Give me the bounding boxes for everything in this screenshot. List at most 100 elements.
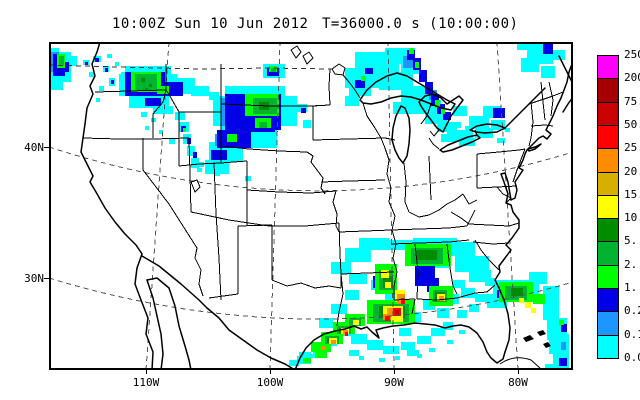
precip-cell [401,64,419,74]
precip-cell [417,354,422,358]
state-borders [82,64,564,327]
precip-cell [437,122,457,132]
lon-tick [394,370,395,374]
precip-cell [331,304,347,314]
precip-cell [149,84,152,87]
precip-cell [125,66,171,76]
precip-cell [403,56,413,68]
precip-cell [457,310,467,318]
precip-cell [437,308,449,318]
precip-cell [153,106,173,114]
precip-cell [303,358,311,363]
precip-cell [169,138,175,144]
precip-cell [379,358,385,362]
lon-tick [146,370,147,374]
precip-cell [349,274,367,284]
precip-cell [381,270,389,278]
precip-cell [469,304,479,312]
precip-cell [191,158,199,168]
precip-cell [409,48,414,54]
lon-tick-label: 80W [508,376,528,389]
legend-tick-label: 200. [624,71,640,85]
precip-cell [85,62,88,65]
precip-cell [355,80,365,88]
precip-cell [331,340,336,344]
precip-cell [145,98,161,106]
precip-cell [545,364,559,370]
precip-cell [441,108,445,114]
legend-tick-label: 250. [624,48,640,61]
legend-tick-label: 25. [624,141,640,155]
legend-color-cell [597,241,619,266]
legend-tick-label: 10. [624,211,640,225]
precipitation-map [48,41,574,371]
precip-cell [197,168,202,172]
precip-cell [187,146,195,156]
plot-title-valid-time: 10:00Z Sun 10 Jun 2012 [112,16,309,32]
legend-color-cell [597,171,619,196]
precip-cell [349,350,359,356]
precip-cell [359,356,364,360]
lon-tick-label: 110W [132,376,160,389]
precip-cell [159,130,163,134]
precip-cell [459,330,465,334]
precip-cell [175,112,185,120]
precip-cell [517,42,537,50]
national-border-dashed [48,64,333,70]
legend-color-cell [597,78,619,103]
precip-cell [385,316,390,321]
precip-cell [199,162,204,167]
precip-cell [419,70,427,82]
precip-cell [345,290,359,300]
precip-cell [315,350,327,358]
precip-cell [561,342,566,350]
precip-cell [455,256,489,272]
precip-cell [353,320,359,325]
plot-title-model-time: T=36000.0 s (10:00:00) [322,16,519,32]
precip-cell [245,176,251,181]
legend-tick-label: 5. [624,234,638,248]
precip-cell [107,54,112,58]
precip-cell [445,242,475,256]
precip-cell [211,150,227,160]
precip-cell [521,58,539,72]
precip-cell [543,286,559,320]
precip-cell [183,128,186,132]
lon-tick-label: 100W [256,376,284,389]
precip-cell [227,134,237,142]
precip-cell [451,122,461,128]
precip-cell [541,66,555,78]
graticule [48,41,574,371]
lon-tick [518,370,519,374]
map-canvas [48,41,574,371]
precip-cell [459,138,475,146]
precip-cell [439,296,444,301]
precip-cell [89,72,94,77]
legend-color-cell [597,288,619,313]
precip-cell [51,78,63,90]
legend-color-cell [597,218,619,243]
precip-cell [485,278,495,286]
precip-cell [345,248,371,262]
legend-color-cell [597,311,619,336]
precip-cell [525,302,531,308]
legend-tick-label: 0.01 [624,351,640,364]
legend-color-cell [597,264,619,290]
legend-tick-label: 0.10 [624,327,640,341]
precip-cell [447,340,453,344]
precip-cell [63,72,71,82]
lat-tick-label: 30N [24,272,44,285]
precip-cell [511,288,523,296]
precip-cell [407,50,415,60]
precip-cell [385,282,391,288]
precip-cell [559,358,567,366]
precip-cell [367,340,383,350]
precip-cell [453,106,467,116]
precip-cell [141,112,147,117]
precip-cell [395,310,399,315]
precip-cell [309,354,315,358]
legend-color-cell [597,101,619,126]
precip-cell [519,298,524,303]
precip-cell [96,98,100,102]
lat-tick [44,278,49,279]
